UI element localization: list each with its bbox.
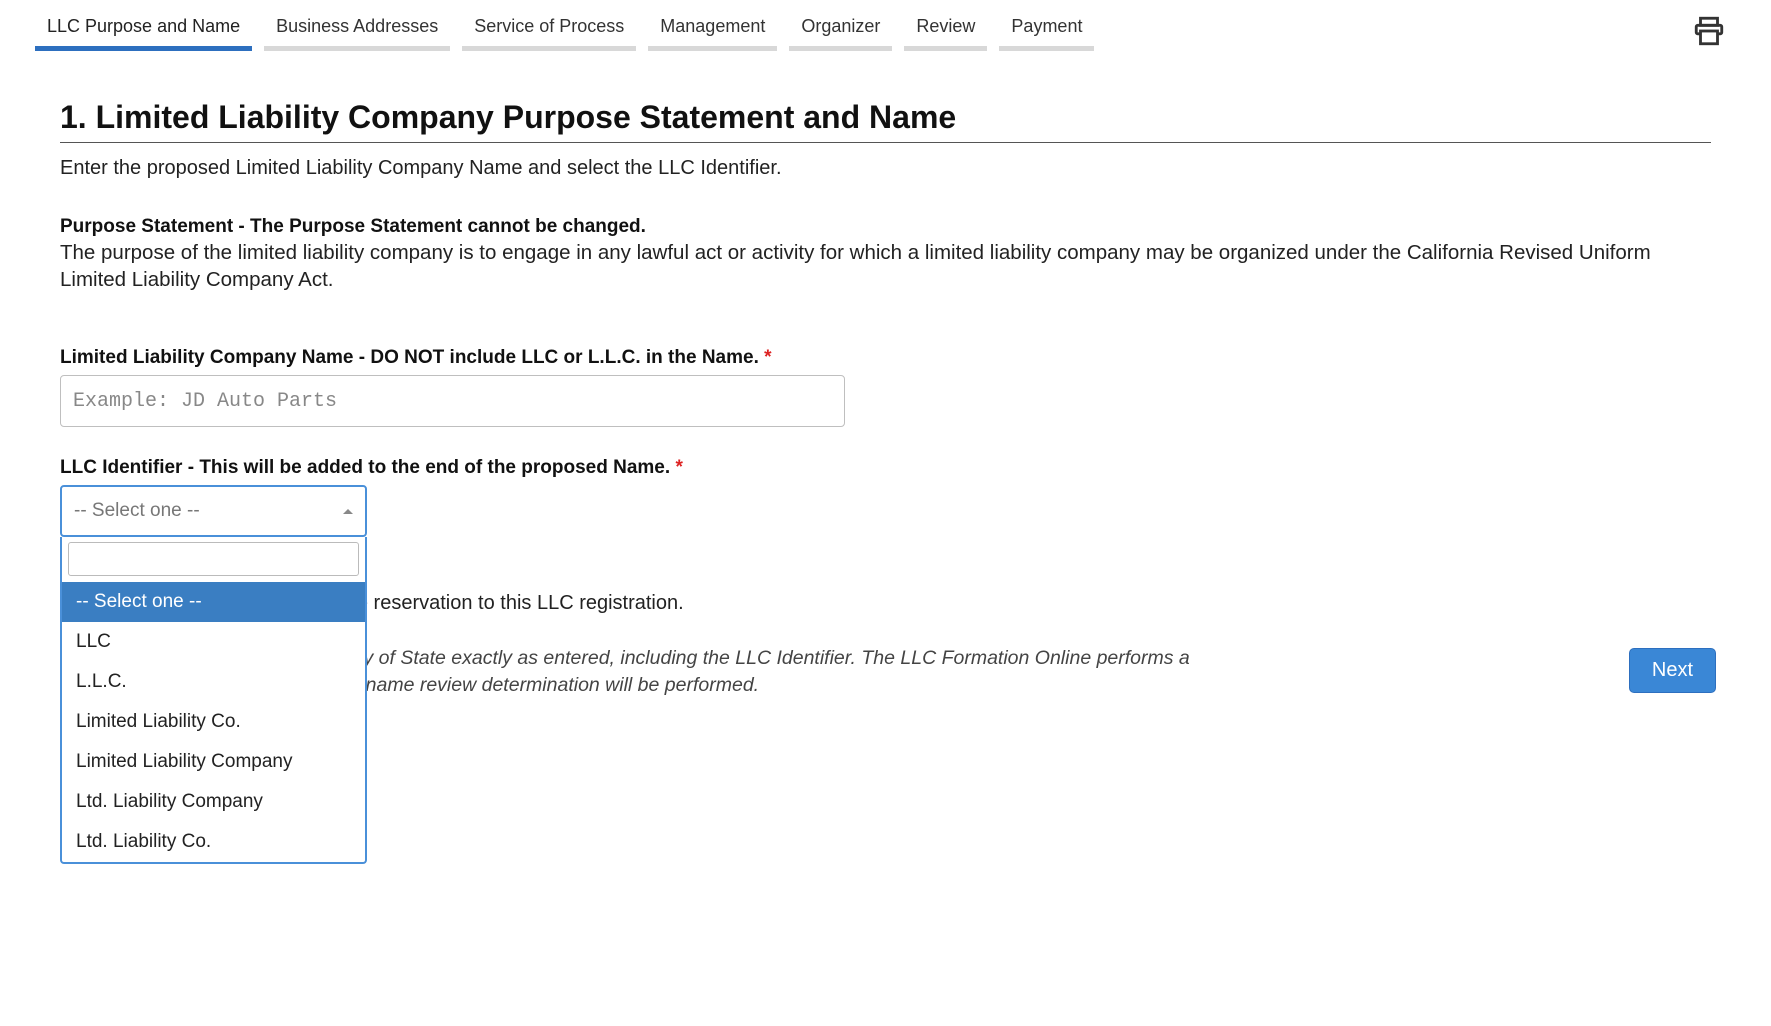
purpose-label: Purpose Statement - The Purpose Statemen…: [60, 216, 1711, 238]
tab-underline: [264, 46, 450, 51]
name-field-label-text: Limited Liability Company Name - DO NOT …: [60, 347, 759, 368]
tab-underline: [999, 46, 1094, 51]
tab-step-3[interactable]: Management: [648, 10, 777, 49]
chevron-up-icon: [343, 509, 353, 514]
tab-step-2[interactable]: Service of Process: [462, 10, 636, 49]
tab-underline: [904, 46, 987, 51]
intro-text: Enter the proposed Limited Liability Com…: [60, 157, 1711, 180]
identifier-field-label-text: LLC Identifier - This will be added to t…: [60, 457, 670, 478]
tab-underline: [648, 46, 777, 51]
tab-label: LLC Purpose and Name: [47, 16, 240, 36]
tab-label: Payment: [1011, 16, 1082, 36]
required-marker: *: [764, 347, 771, 368]
dropdown-option[interactable]: L.L.C.: [62, 662, 365, 702]
identifier-dropdown: -- Select one --LLCL.L.C.Limited Liabili…: [60, 537, 367, 864]
purpose-text: The purpose of the limited liability com…: [60, 240, 1711, 293]
tab-step-1[interactable]: Business Addresses: [264, 10, 450, 49]
dropdown-option[interactable]: Limited Liability Co.: [62, 702, 365, 742]
tab-step-5[interactable]: Review: [904, 10, 987, 49]
tab-step-4[interactable]: Organizer: [789, 10, 892, 49]
tab-label: Organizer: [801, 16, 880, 36]
tab-label: Management: [660, 16, 765, 36]
dropdown-option[interactable]: Ltd. Liability Co.: [62, 822, 365, 862]
dropdown-option[interactable]: Limited Liability Company: [62, 742, 365, 782]
company-name-input[interactable]: [60, 375, 845, 427]
page-title: 1. Limited Liability Company Purpose Sta…: [60, 99, 1711, 143]
tab-underline: [35, 46, 252, 51]
tab-step-0[interactable]: LLC Purpose and Name: [35, 10, 252, 49]
dropdown-search-input[interactable]: [68, 542, 359, 576]
dropdown-option[interactable]: LLC: [62, 622, 365, 662]
identifier-select-value: -- Select one --: [74, 500, 200, 522]
dropdown-option[interactable]: Ltd. Liability Company: [62, 782, 365, 822]
tab-step-6[interactable]: Payment: [999, 10, 1094, 49]
tab-label: Review: [916, 16, 975, 36]
identifier-field-label: LLC Identifier - This will be added to t…: [60, 457, 1711, 479]
tab-underline: [789, 46, 892, 51]
tab-underline: [462, 46, 636, 51]
dropdown-option[interactable]: -- Select one --: [62, 582, 365, 622]
tab-label: Business Addresses: [276, 16, 438, 36]
identifier-select[interactable]: -- Select one --: [60, 485, 367, 537]
required-marker: *: [675, 457, 682, 478]
tab-label: Service of Process: [474, 16, 624, 36]
next-button[interactable]: Next: [1629, 648, 1716, 693]
name-field-label: Limited Liability Company Name - DO NOT …: [60, 347, 1711, 369]
step-tabs: LLC Purpose and Name Business Addresses Se…: [35, 10, 1094, 49]
print-button[interactable]: [1692, 14, 1726, 48]
